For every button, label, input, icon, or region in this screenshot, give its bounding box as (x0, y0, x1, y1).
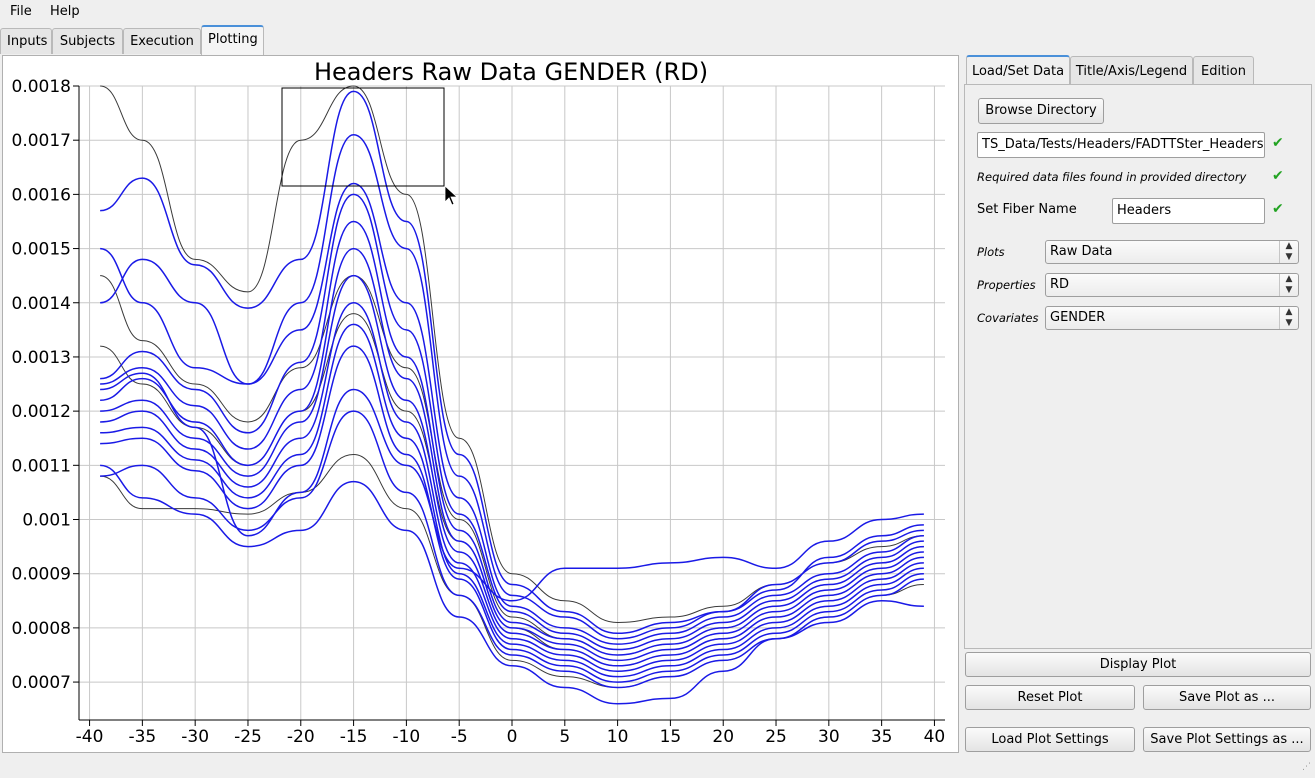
tab-edition[interactable]: Edition (1193, 56, 1254, 85)
chart-title: Headers Raw Data GENDER (RD) (314, 58, 708, 86)
required-files-note: Required data files found in provided di… (977, 170, 1247, 184)
y-tick-label: 0.0014 (12, 294, 71, 314)
line-chart[interactable]: -40 -35 -30 -25 -20 -15 -10 -5 0 5 10 15 20 25 30 35 40 0… (3, 56, 958, 752)
tab-title-axis-legend[interactable]: Title/Axis/Legend (1070, 56, 1193, 85)
y-tick-label: 0.0015 (12, 240, 71, 260)
x-tick-label: -25 (234, 727, 262, 747)
x-tick-label: 35 (871, 727, 893, 747)
series-line-blue-4 (100, 193, 924, 651)
covariates-select[interactable]: GENDER ▲ ▼ (1045, 306, 1299, 330)
plots-select[interactable]: Raw Data ▲ ▼ (1045, 240, 1299, 264)
x-tick-label: 5 (559, 727, 570, 747)
load-plot-settings-button[interactable]: Load Plot Settings (965, 727, 1135, 752)
properties-select-value: RD (1050, 277, 1070, 292)
tab-execution[interactable]: Execution (123, 28, 201, 54)
plot-area[interactable]: -40 -35 -30 -25 -20 -15 -10 -5 0 5 10 15 20 25 30 35 40 0… (2, 55, 959, 753)
files-found-check-icon: ✔ (1272, 168, 1284, 184)
size-grip-icon[interactable]: ⋰ (1302, 762, 1311, 772)
tab-subjects[interactable]: Subjects (52, 28, 123, 54)
reset-plot-button[interactable]: Reset Plot (965, 685, 1135, 710)
y-tick-label: 0.0012 (12, 402, 71, 422)
main-tab-bar: Inputs Subjects Execution Plotting (0, 24, 1315, 56)
x-tick-label: -40 (76, 727, 104, 747)
x-tick-label: 25 (765, 727, 787, 747)
y-tick-label: 0.0013 (12, 348, 71, 368)
x-tick-label: 0 (507, 727, 518, 747)
x-tick-label: 30 (818, 727, 840, 747)
y-tick-label: 0.001 (22, 511, 71, 531)
save-plot-settings-as-button[interactable]: Save Plot Settings as ... (1143, 727, 1311, 752)
tab-inputs[interactable]: Inputs (0, 28, 52, 54)
updown-arrows-icon: ▲ ▼ (1279, 241, 1298, 263)
updown-arrows-icon: ▲ ▼ (1279, 307, 1298, 329)
fiber-name-input[interactable]: Headers (1112, 198, 1265, 224)
menu-file[interactable]: File (10, 4, 32, 19)
display-plot-button[interactable]: Display Plot (965, 652, 1311, 677)
series-line-blue-12 (100, 464, 924, 705)
series-line-blue-13 (100, 372, 924, 602)
y-tick-label: 0.0009 (12, 565, 71, 585)
x-tick-label: -30 (181, 727, 209, 747)
series-line-blue-9 (100, 323, 924, 678)
load-set-data-panel (964, 84, 1312, 649)
menu-help[interactable]: Help (50, 4, 80, 19)
x-tick-label: 40 (924, 727, 946, 747)
status-bar: ⋰ (0, 756, 1315, 778)
mouse-cursor-icon (444, 185, 459, 206)
properties-label: Properties (977, 278, 1036, 292)
x-tick-label: -15 (340, 727, 368, 747)
series-line-blue-3 (100, 182, 924, 645)
fiber-name-check-icon: ✔ (1272, 201, 1284, 217)
save-plot-as-button[interactable]: Save Plot as ... (1143, 685, 1311, 710)
x-tick-label: 10 (607, 727, 629, 747)
directory-path-input[interactable]: TS_Data/Tests/Headers/FADTTSter_Headers (977, 132, 1265, 158)
directory-valid-check-icon: ✔ (1272, 135, 1284, 151)
menu-bar: File Help (0, 0, 1315, 24)
x-tick-label: -10 (392, 727, 420, 747)
y-tick-label: 0.0008 (12, 619, 71, 639)
series-line-blue-7 (100, 274, 924, 667)
tab-plotting[interactable]: Plotting (201, 25, 264, 55)
covariates-label: Covariates (977, 311, 1039, 325)
x-tick-label: 20 (712, 727, 734, 747)
tab-load-set-data[interactable]: Load/Set Data (966, 55, 1070, 85)
y-tick-label: 0.0018 (12, 77, 71, 97)
x-tick-label: -35 (128, 727, 156, 747)
covariates-select-value: GENDER (1050, 310, 1106, 325)
properties-select[interactable]: RD ▲ ▼ (1045, 273, 1299, 297)
fiber-name-label: Set Fiber Name (977, 202, 1077, 217)
series-line-blue-1 (100, 90, 924, 635)
y-tick-label: 0.0017 (12, 131, 71, 151)
x-tick-label: 15 (660, 727, 682, 747)
plots-select-value: Raw Data (1050, 244, 1113, 259)
browse-directory-button[interactable]: Browse Directory (978, 98, 1104, 124)
series-line-blue-5 (100, 220, 924, 656)
plots-label: Plots (977, 245, 1005, 259)
updown-arrows-icon: ▲ ▼ (1279, 274, 1298, 296)
zoom-selection-rect (281, 87, 445, 187)
x-tick-label: -20 (287, 727, 315, 747)
series-line-blue-10 (100, 345, 924, 683)
y-tick-label: 0.0016 (12, 185, 71, 205)
series-line-blue-8 (100, 302, 924, 672)
series-line-blue-2 (99, 134, 924, 640)
x-tick-label: -5 (451, 727, 468, 747)
series-line-blue-6 (100, 247, 924, 662)
y-tick-label: 0.0007 (12, 673, 71, 693)
y-tick-label: 0.0011 (12, 456, 71, 476)
